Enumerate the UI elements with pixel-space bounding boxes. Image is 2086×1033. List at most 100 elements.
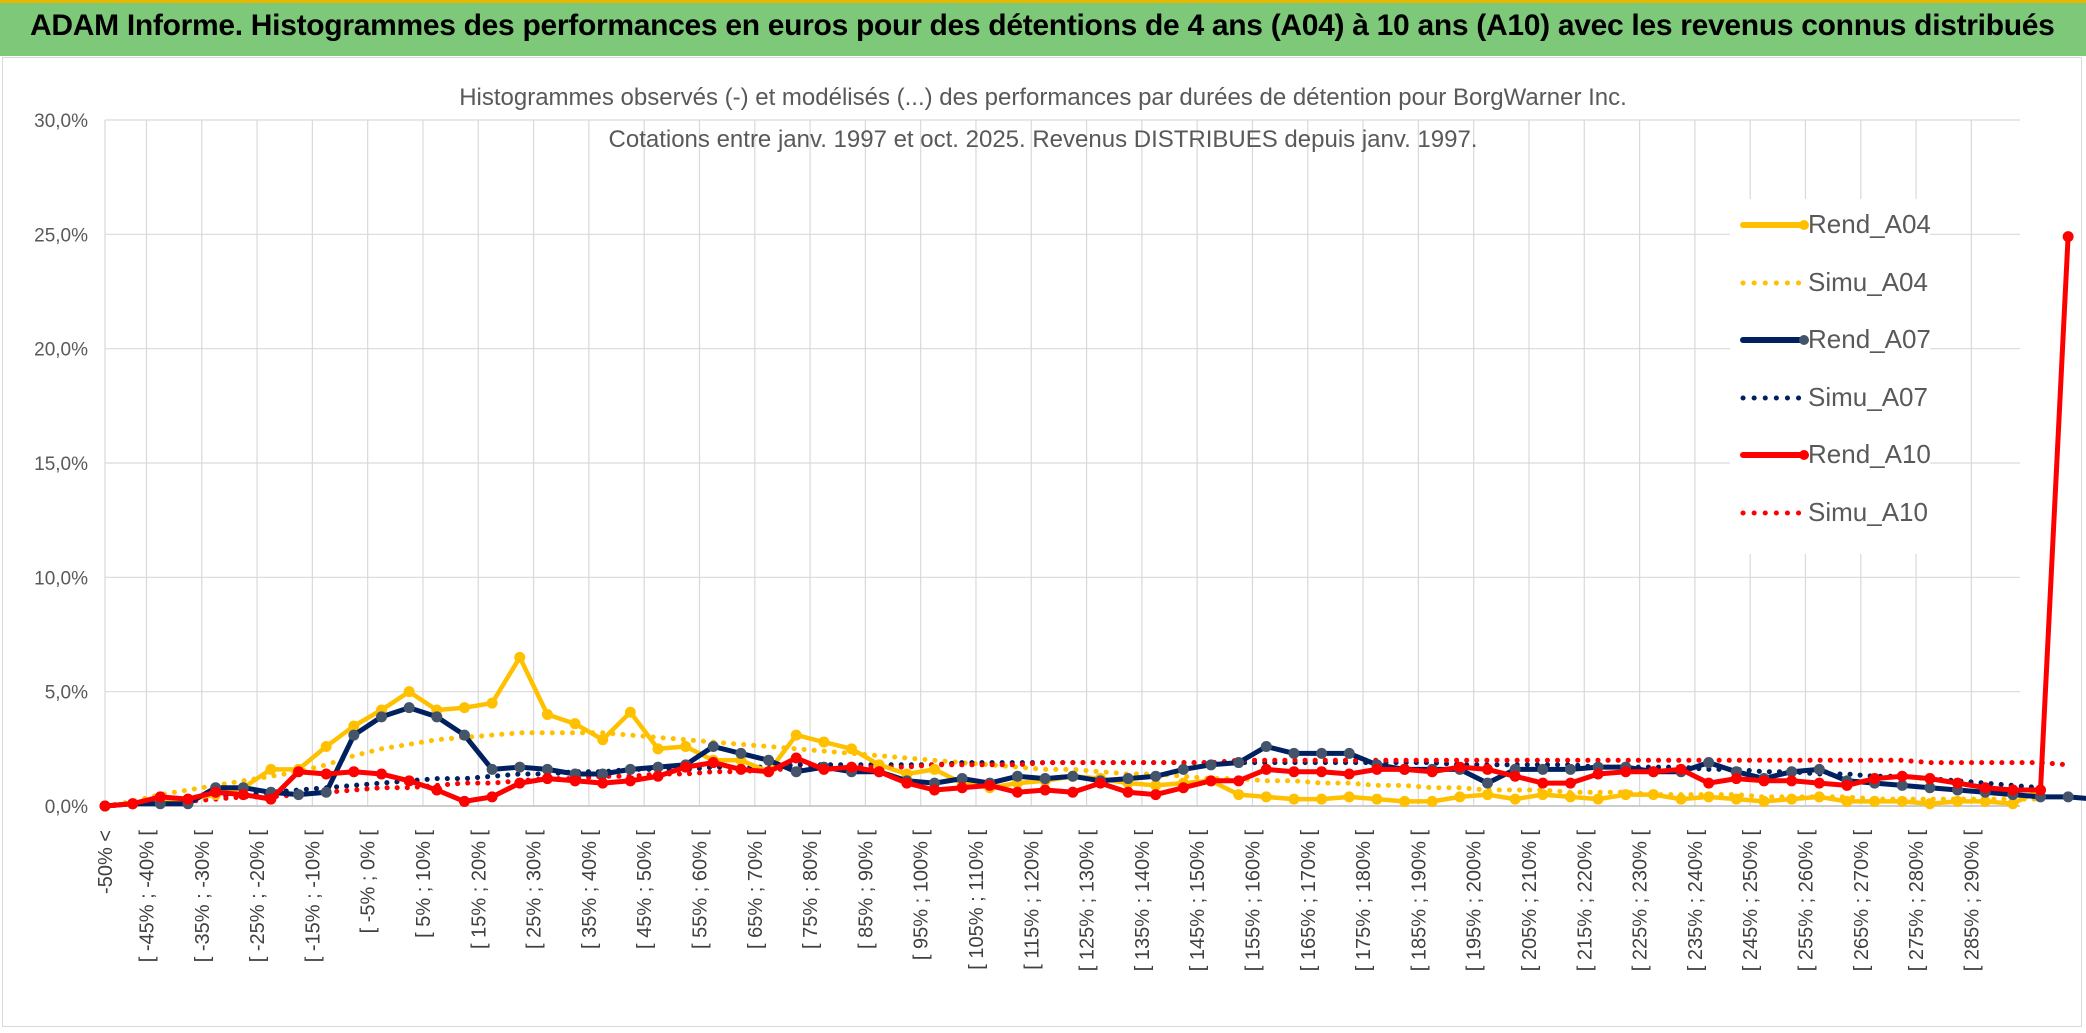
data-point (956, 782, 968, 794)
legend-swatch (1740, 280, 1807, 285)
data-point (1371, 763, 1383, 775)
legend-marker (1799, 220, 1809, 230)
data-point (1813, 791, 1825, 803)
data-point (486, 763, 498, 775)
x-tick-label: [ 235% ; 240% [ (1685, 830, 1707, 972)
data-point (1758, 775, 1770, 787)
data-point (1703, 757, 1715, 769)
data-point (929, 763, 940, 775)
x-tick-label: [ 245% ; 250% [ (1740, 830, 1762, 972)
data-point (320, 786, 332, 798)
y-tick-label: 30,0% (34, 111, 88, 132)
legend-swatch (1740, 395, 1807, 400)
data-point (1924, 773, 1936, 785)
data-point (1233, 789, 1245, 801)
chart-frame (2, 57, 2082, 1027)
legend-swatch (1740, 335, 1809, 345)
data-point (2007, 784, 2019, 796)
report-title: ADAM Informe. Histogrammes des performan… (30, 9, 2055, 42)
data-point (154, 791, 166, 803)
data-point (1730, 773, 1742, 785)
data-point (514, 651, 526, 663)
data-point (541, 773, 553, 785)
data-point (624, 775, 636, 787)
legend-marker (1799, 335, 1809, 345)
data-point (2007, 798, 2019, 810)
x-tick-label: [ 105% ; 110% [ (966, 830, 988, 970)
data-point (1869, 795, 1881, 807)
x-tick-label: [ 75% ; 80% [ (800, 830, 822, 949)
data-point (458, 702, 470, 714)
data-point (1205, 775, 1217, 787)
data-point (1730, 793, 1742, 805)
data-point (293, 766, 305, 778)
data-point (790, 766, 802, 778)
y-tick-label: 5,0% (45, 683, 88, 704)
data-point (624, 763, 636, 775)
data-point (2035, 784, 2046, 796)
legend-label: Rend_A04 (1808, 209, 1931, 239)
data-point (1150, 779, 1162, 791)
data-point (1150, 789, 1162, 801)
data-point (956, 773, 968, 785)
x-tick-label: [ 35% ; 40% [ (579, 830, 601, 949)
data-point (320, 741, 332, 753)
x-tick-label: [ 265% ; 270% [ (1851, 830, 1873, 972)
x-tick-label: [ 205% ; 210% [ (1519, 830, 1541, 972)
data-point (1288, 793, 1300, 805)
data-point (818, 736, 830, 748)
x-tick-label: [ 25% ; 30% [ (524, 830, 546, 949)
data-point (403, 775, 415, 787)
x-tick-label: [ 165% ; 170% [ (1298, 830, 1320, 972)
data-point (1620, 766, 1632, 778)
data-point (790, 752, 802, 764)
data-point (1537, 777, 1549, 789)
data-point (1343, 747, 1355, 759)
legend-item-simu_a10: Simu_A10 (1736, 493, 1936, 533)
data-point (320, 768, 332, 780)
x-tick-label: [ 125% ; 130% [ (1077, 830, 1099, 972)
data-point (99, 800, 111, 812)
data-point (293, 789, 305, 801)
data-point (1011, 770, 1023, 782)
data-point (873, 766, 885, 778)
data-point (763, 754, 775, 766)
x-tick-label: [ 5% ; 10% [ (413, 830, 435, 938)
x-tick-label: [ 185% ; 190% [ (1408, 830, 1430, 972)
data-point (984, 779, 996, 791)
data-point (1426, 766, 1438, 778)
data-point (735, 763, 747, 775)
data-point (1454, 791, 1466, 803)
x-tick-label: [ -25% ; -20% [ (247, 830, 269, 963)
data-point (818, 763, 830, 775)
data-point (1896, 795, 1908, 807)
data-point (1454, 761, 1466, 773)
x-tick-label: [ 95% ; 100% [ (911, 830, 933, 961)
series-line-simu_a10 (102, 757, 2071, 809)
data-point (707, 741, 719, 753)
data-point (1869, 773, 1881, 785)
data-point (1399, 795, 1411, 807)
x-tick-label: [ 65% ; 70% [ (745, 830, 767, 949)
x-tick-label: [ 45% ; 50% [ (634, 830, 656, 949)
data-point (1426, 795, 1438, 807)
y-tick-label: 25,0% (34, 225, 88, 246)
data-point (403, 702, 415, 714)
x-tick-label: [ 115% ; 120% [ (1021, 830, 1043, 970)
legend-swatch (1740, 450, 1809, 460)
data-point (1371, 793, 1383, 805)
data-point (1703, 791, 1715, 803)
x-tick-label: [ 55% ; 60% [ (689, 830, 711, 949)
x-tick-label: [ 155% ; 160% [ (1242, 830, 1264, 972)
x-tick-label: -50% < (95, 830, 117, 894)
data-point (376, 711, 387, 723)
x-tick-label: [ -35% ; -30% [ (192, 830, 214, 963)
data-point (1039, 784, 1051, 796)
legend-item-simu_a07: Simu_A07 (1736, 378, 1936, 418)
data-point (1952, 795, 1964, 807)
data-point (1122, 773, 1134, 785)
data-point (1675, 763, 1687, 775)
y-tick-label: 0,0% (45, 797, 88, 818)
data-point (1067, 770, 1079, 782)
data-point (1233, 775, 1245, 787)
